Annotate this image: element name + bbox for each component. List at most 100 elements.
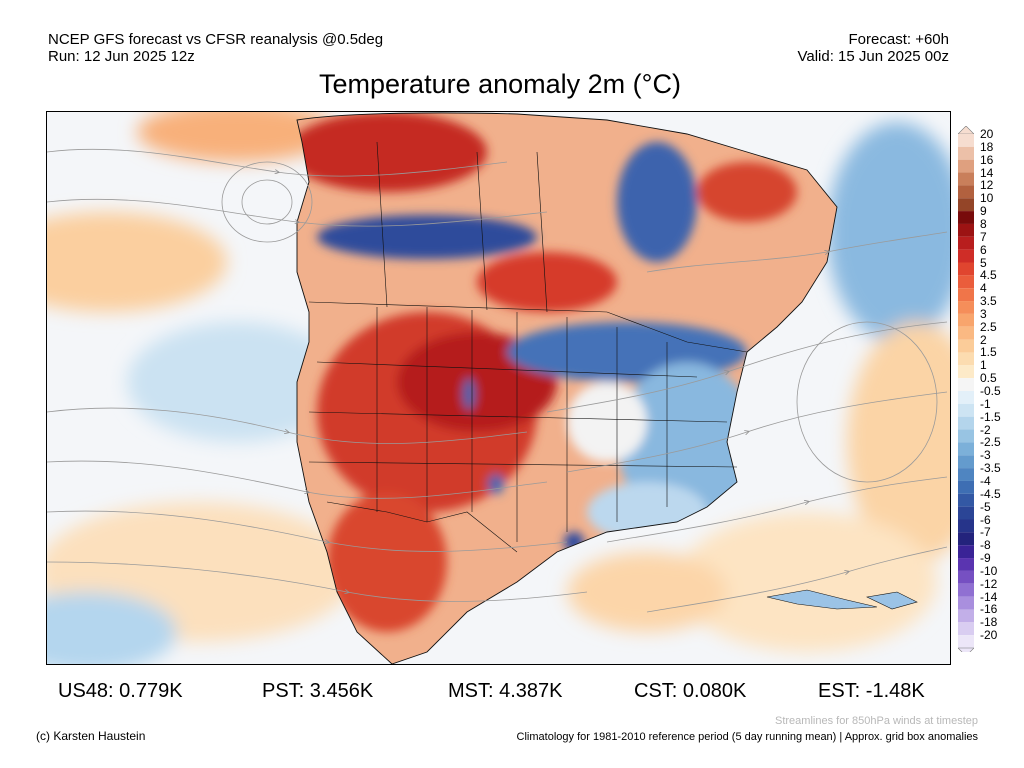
colorbar-top-arrow: [958, 126, 974, 135]
colorbar-swatch: [958, 159, 974, 173]
streamline: [646, 546, 948, 613]
colorbar-tick-label: -0.5: [980, 384, 1001, 398]
atlantic-warm-east: [847, 322, 950, 562]
oklahoma-cold-spot: [488, 474, 504, 494]
run-time: Run: 12 Jun 2025 12z: [48, 48, 195, 65]
credit: (c) Karsten Haustein: [36, 729, 146, 743]
colorbar-swatch: [958, 262, 974, 276]
colorbar-tick-label: 3: [980, 306, 987, 321]
colorbar-tick-label: -10: [980, 563, 998, 578]
colorbar-swatch: [958, 301, 974, 314]
mexico-heat: [327, 492, 447, 632]
colorbar-swatch: [958, 583, 974, 597]
colorbar-tick-label: -6: [980, 512, 991, 527]
colorbar-swatch: [958, 596, 974, 610]
colorbar-tick-label: -18: [980, 615, 998, 630]
pacific-cool-patch: [127, 322, 347, 442]
streamline: [47, 561, 588, 602]
colorbar-swatch: [958, 185, 974, 199]
atlantic-cool-north: [827, 122, 950, 342]
prairies-heat: [477, 252, 617, 312]
stat-us48: US48: 0.779K: [58, 680, 183, 702]
colorbar-swatch: [958, 519, 974, 533]
colorbar-tick-label: 3.5: [980, 294, 997, 309]
province-line-3: [536, 151, 548, 313]
streamlines-850hpa: [47, 148, 948, 613]
east-cold: [617, 362, 757, 522]
colorbar-swatch: [958, 134, 974, 147]
colorbar-tick-label: -14: [980, 589, 998, 604]
caribbean-islands: [766, 589, 918, 610]
cuba: [766, 589, 878, 610]
model-description: NCEP GFS forecast vs CFSR reanalysis @0.…: [48, 31, 384, 48]
state-line-8: [316, 361, 698, 378]
pacific-warm-patch: [47, 212, 227, 312]
colorbar-swatch: [958, 468, 974, 481]
colorbar-tick-label: -4: [980, 473, 991, 488]
colorbar-swatch: [958, 391, 974, 404]
state-line-10: [308, 461, 738, 468]
colorbar-swatch: [958, 545, 974, 559]
midwest-neutral: [567, 382, 647, 462]
climatology-note: Climatology for 1981-2010 reference peri…: [516, 731, 978, 743]
colorbar-swatch: [958, 558, 974, 571]
colorbar-tick-label: -5: [980, 499, 991, 514]
anticyclone-circulation: [796, 321, 938, 483]
gulf-warm: [567, 552, 727, 632]
header-right: Forecast: +60h Valid: 15 Jun 2025 00z: [797, 31, 949, 65]
colorbar-tick-label: 7: [980, 229, 987, 244]
atlantic-warm-south: [677, 512, 937, 652]
streamline: [47, 198, 548, 227]
colorbar-swatch: [958, 378, 974, 391]
colorbar-tick-label: 16: [980, 152, 994, 167]
colorbar-tick-label: 10: [980, 191, 994, 206]
colorbar-swatch: [958, 313, 974, 327]
colorbar-tick-label: -8: [980, 538, 991, 553]
colorbar-swatch: [958, 429, 974, 443]
colorbar-swatch: [958, 480, 974, 494]
north-warm-band: [137, 112, 337, 162]
quebec-cold: [617, 142, 697, 262]
colorbar-swatch: [958, 223, 974, 237]
colorbar-swatch: [958, 532, 974, 546]
forecast-hour: Forecast: +60h: [848, 31, 949, 48]
stat-pst: PST: 3.456K: [262, 680, 374, 702]
colorbar-swatch: [958, 442, 974, 456]
colorbar-swatch: [958, 352, 974, 366]
hispaniola: [866, 591, 918, 610]
colorbar-swatch: [958, 609, 974, 623]
colorbar-tick-label: -7: [980, 525, 991, 540]
streamline: [47, 148, 508, 177]
colorbar-tick-label: 4: [980, 281, 987, 296]
colorbar-tick-label: -9: [980, 551, 991, 566]
colorbar-swatch: [958, 211, 974, 224]
colorbar-tick-label: 4.5: [980, 268, 997, 283]
state-line-9: [308, 411, 728, 423]
colorbar-tick-label: -2: [980, 422, 991, 437]
colorbar-tick-label: 12: [980, 178, 994, 193]
colorbar-swatch: [958, 236, 974, 250]
regional-stats: US48: 0.779K PST: 3.456K MST: 4.387K CST…: [0, 680, 1024, 706]
nw-canada-cold: [317, 215, 537, 259]
streamline: [47, 407, 528, 444]
colorbar-swatch: [958, 198, 974, 212]
legend-colorbar: [958, 126, 974, 652]
valid-time: Valid: 15 Jun 2025 00z: [797, 48, 949, 65]
colorbar-swatch: [958, 249, 974, 263]
colorbar-swatch: [958, 275, 974, 289]
colorbar-swatch: [958, 403, 974, 417]
colorbar-swatch: [958, 622, 974, 636]
colorbar-tick-label: -16: [980, 602, 998, 617]
streamline: [646, 231, 948, 273]
streamlines-note: Streamlines for 850hPa winds at timestep: [775, 715, 978, 727]
colorbar-swatch: [958, 326, 974, 340]
colorbar-tick-label: -1: [980, 396, 991, 411]
stat-est: EST: -1.48K: [818, 680, 925, 702]
labrador-heat: [697, 162, 797, 222]
colorbar-swatch: [958, 146, 974, 160]
colorbar-swatch: [958, 288, 974, 302]
colorbar-swatch: [958, 172, 974, 186]
colorbar-tick-label: 5: [980, 255, 987, 270]
colorbar-tick-label: -3: [980, 448, 991, 463]
anomaly-map: [46, 111, 951, 665]
